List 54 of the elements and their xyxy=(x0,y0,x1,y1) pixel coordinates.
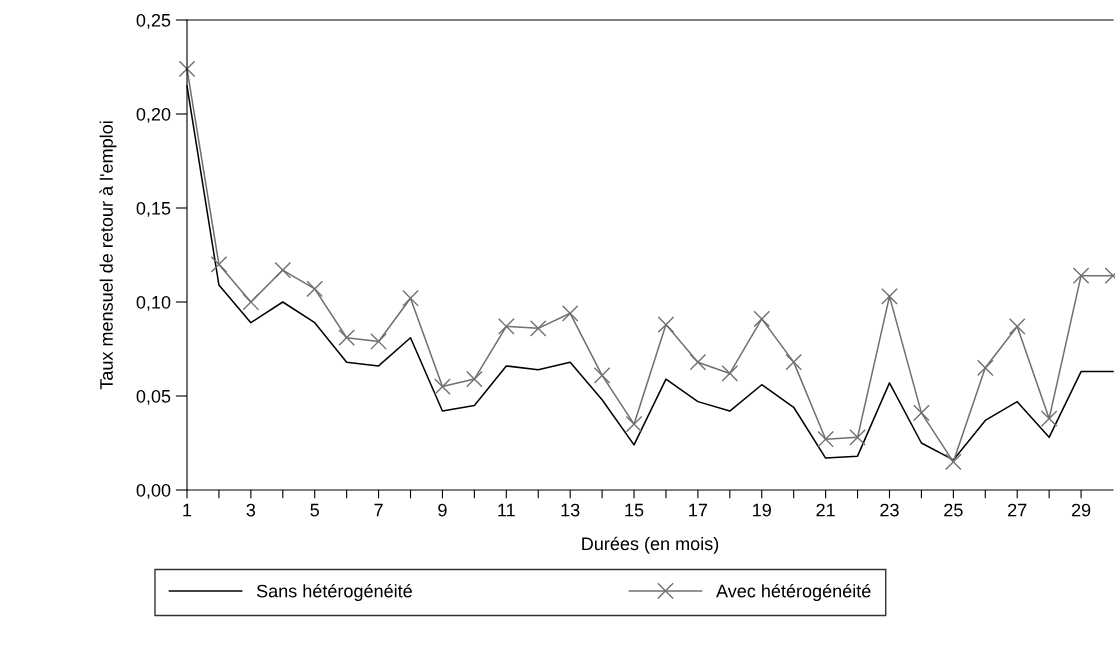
point xyxy=(625,415,643,433)
y-tick-label: 0,10 xyxy=(136,295,171,311)
y-tick-label: 0,25 xyxy=(136,13,171,29)
point xyxy=(753,310,771,328)
point xyxy=(1008,318,1026,335)
x-tick-label: 25 xyxy=(944,503,963,517)
point xyxy=(370,333,387,350)
x-axis-title: Durées (en mois) xyxy=(582,536,719,554)
point xyxy=(434,378,451,395)
point xyxy=(306,280,324,298)
point xyxy=(242,293,260,311)
x-tick-label: 5 xyxy=(310,503,319,517)
point xyxy=(721,365,739,382)
point xyxy=(689,353,707,371)
point xyxy=(402,289,419,307)
point xyxy=(210,256,228,273)
x-tick-label: 21 xyxy=(816,503,835,517)
point xyxy=(657,316,675,333)
x-tick-label: 1 xyxy=(183,503,192,517)
x-tick-label: 11 xyxy=(498,503,515,517)
point xyxy=(497,318,515,335)
x-tick-label: 27 xyxy=(1008,503,1027,517)
point xyxy=(338,329,355,347)
point xyxy=(976,359,994,377)
point xyxy=(817,430,834,448)
point xyxy=(466,370,483,388)
y-tick-label: 0,05 xyxy=(136,389,171,405)
legend-label: Sans hétérogénéité xyxy=(256,583,412,602)
x-tick-label: 17 xyxy=(689,503,708,517)
x-tick-label: 23 xyxy=(880,503,899,517)
x-tick-label: 9 xyxy=(438,503,447,517)
point xyxy=(945,453,962,471)
x-tick-label: 19 xyxy=(753,503,771,517)
point xyxy=(1040,410,1058,427)
legend-label: Avec hétérogénéité xyxy=(716,583,871,602)
x-tick-label: 29 xyxy=(1071,503,1091,517)
x-tick-label: 3 xyxy=(246,503,256,517)
point xyxy=(785,353,803,371)
point xyxy=(178,60,196,78)
x-tick-label: 15 xyxy=(625,503,644,517)
y-tick-label: 0,20 xyxy=(136,107,171,123)
point xyxy=(849,429,866,446)
x-tick-label: 13 xyxy=(561,503,580,517)
point xyxy=(593,366,611,384)
point xyxy=(881,288,898,305)
y-tick-label: 0,00 xyxy=(136,483,171,499)
y-tick-label: 0,15 xyxy=(136,201,171,217)
point xyxy=(529,319,547,337)
point xyxy=(1072,267,1090,285)
x-tick-label: 7 xyxy=(374,503,383,517)
y-axis-title: Taux mensuel de retour à l'emploi xyxy=(99,121,117,390)
point xyxy=(274,261,292,279)
point xyxy=(913,404,930,422)
point xyxy=(561,304,579,322)
